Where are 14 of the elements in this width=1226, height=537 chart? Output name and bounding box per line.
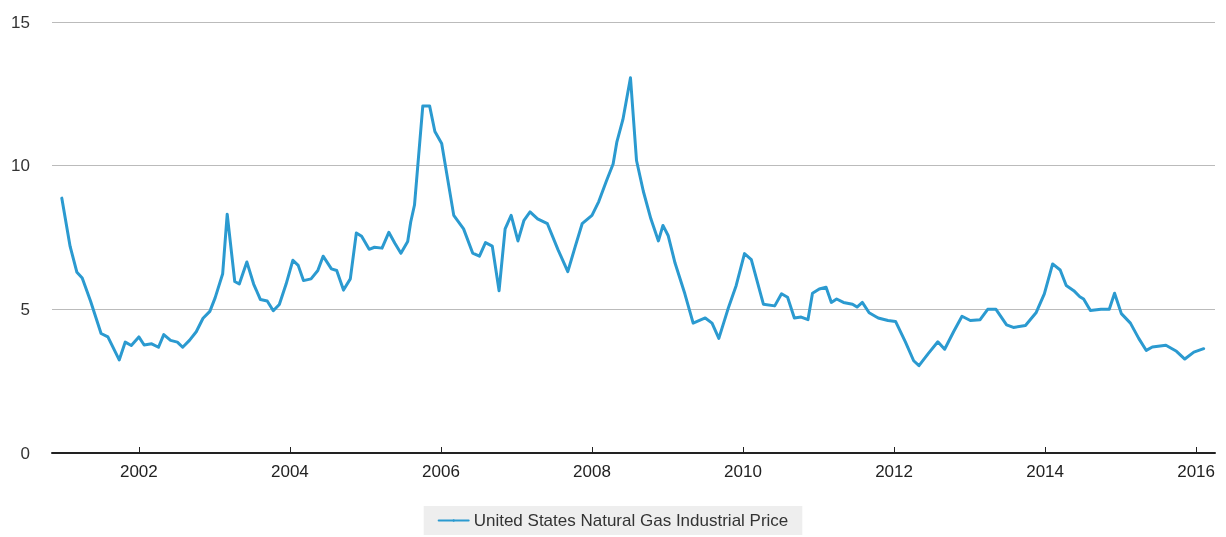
x-tick-label: 2002 [119, 462, 158, 481]
y-tick-label: 5 [20, 299, 30, 319]
line-series [60, 76, 1206, 368]
x-tick-label: 2008 [573, 462, 611, 481]
x-tick-label: 2006 [422, 462, 460, 481]
y-tick-label: 10 [11, 156, 30, 176]
y-tick-label: 0 [20, 443, 30, 463]
x-tick-label: 2016 [1177, 462, 1216, 481]
x-tick-label: 2004 [270, 462, 309, 481]
y-tick-label: 15 [11, 12, 30, 32]
x-tick-label: 2014 [1026, 462, 1064, 481]
legend-label: United States Natural Gas Industrial Price [473, 511, 789, 530]
x-tick-label: 2012 [875, 462, 913, 481]
x-tick-label: 2010 [724, 462, 762, 481]
